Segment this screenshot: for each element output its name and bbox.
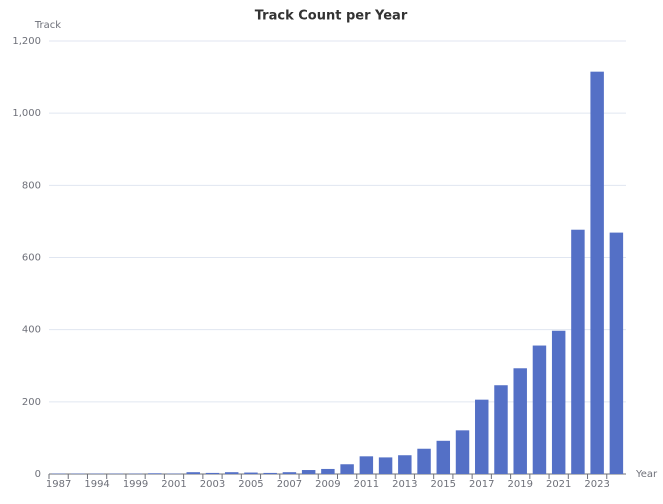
x-tick-label: 2007 (277, 479, 302, 490)
bar (552, 331, 565, 474)
bar (398, 455, 411, 474)
bar (321, 469, 334, 474)
bar (283, 472, 296, 474)
bar (263, 473, 276, 474)
y-tick-label: 0 (35, 469, 41, 480)
bar (610, 233, 623, 474)
bar (206, 473, 219, 474)
x-tick-label: 2003 (200, 479, 225, 490)
x-tick-label: 2017 (469, 479, 494, 490)
y-axis-label: Track (34, 20, 61, 31)
bar (187, 472, 200, 474)
bar (494, 385, 507, 474)
x-tick-label: 2021 (546, 479, 571, 490)
bar (302, 470, 315, 474)
x-tick-label: 2015 (431, 479, 456, 490)
y-tick-label: 800 (22, 180, 41, 191)
bar (148, 473, 161, 474)
bar (590, 72, 603, 474)
bar (360, 456, 373, 474)
bar (456, 430, 469, 474)
x-tick-label: 2009 (315, 479, 340, 490)
x-tick-label: 2019 (507, 479, 532, 490)
y-tick-label: 1,000 (12, 108, 41, 119)
bar (513, 368, 526, 474)
x-tick-label: 2013 (392, 479, 417, 490)
bar (340, 464, 353, 474)
y-tick-label: 200 (22, 397, 41, 408)
bar (571, 230, 584, 474)
y-tick-label: 600 (22, 253, 41, 264)
bar (475, 400, 488, 474)
x-tick-label: 2011 (354, 479, 379, 490)
x-tick-label: 2023 (584, 479, 609, 490)
x-tick-label: 2005 (238, 479, 263, 490)
x-tick-label: 1987 (46, 479, 71, 490)
bar (533, 346, 546, 474)
bar (379, 457, 392, 474)
x-axis-label: Year (635, 469, 658, 480)
bar (417, 449, 430, 474)
bar (437, 441, 450, 474)
y-tick-label: 1,200 (12, 36, 41, 47)
x-tick-label: 1994 (84, 479, 109, 490)
chart-title: Track Count per Year (255, 9, 408, 24)
x-tick-label: 1999 (123, 479, 148, 490)
bar (225, 472, 238, 474)
y-tick-label: 400 (22, 325, 41, 336)
x-tick-label: 2001 (161, 479, 186, 490)
bar (244, 473, 257, 474)
